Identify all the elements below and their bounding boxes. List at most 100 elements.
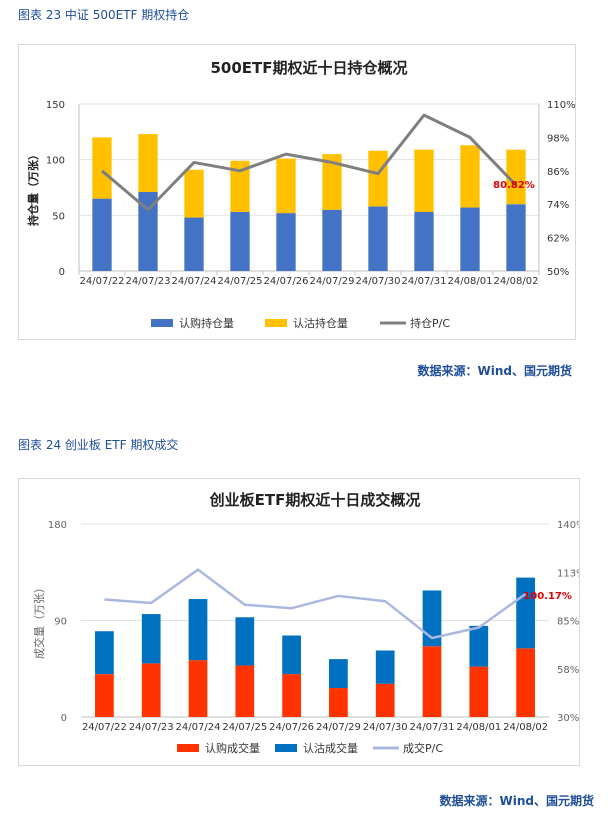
x-tick-label: 24/07/26 [264,276,309,287]
put-bar [230,160,250,212]
y2-tick-label: 74% [547,200,569,211]
x-tick-label: 24/07/24 [172,276,217,287]
call-bar [469,666,489,717]
call-bar [184,217,204,271]
y2-tick-label: 86% [547,167,569,178]
x-tick-label: 24/08/01 [448,276,493,287]
x-tick-label: 24/07/22 [80,276,125,287]
y2-tick-label: 62% [547,234,569,245]
x-tick-label: 24/07/26 [269,722,314,733]
y-tick-label: 90 [54,617,67,628]
call-bar [282,674,301,717]
legend-label: 认购成交量 [205,741,260,755]
x-tick-label: 24/07/30 [356,276,401,287]
volume-chart: 创业板ETF期权近十日成交概况 0 90 180 30% 58% 85% 113% 140% 成交… [32,491,586,755]
y2-tick-label: 140% [557,520,579,531]
source-note-1: 数据来源：Wind、国元期货 [417,364,572,378]
y-tick-label: 150 [46,100,65,111]
y-tick-label: 180 [48,520,67,531]
put-bar [460,145,480,208]
x-tick-label: 24/07/23 [126,276,171,287]
call-bar [230,211,250,271]
legend-swatch [265,319,287,327]
legend-label: 成交P/C [403,741,443,755]
y-tick-label: 50 [52,211,65,222]
holdings-chart: 500ETF期权近十日持仓概况 0 50 100 150 50% 62% 74% 86% 98% 1… [26,59,576,330]
call-bar [141,663,161,717]
y2-tick-label: 98% [547,133,569,144]
call-bar [322,209,342,271]
x-tick-label: 24/07/25 [218,276,263,287]
pc-value-label: 80.82% [493,180,535,191]
x-tick-label: 24/07/25 [222,722,267,733]
put-bar [506,149,526,205]
y2-tick-label: 110% [547,100,575,111]
y-tick-label: 100 [46,156,65,167]
chart-title: 500ETF期权近十日持仓概况 [210,59,407,77]
put-bar [422,590,442,647]
call-bar [92,198,112,271]
call-bar [138,191,158,271]
x-tick-label: 24/07/24 [176,722,221,733]
legend-swatch [177,744,199,752]
call-bar [95,674,114,717]
call-bar [414,211,434,271]
figure-24-caption: 图表 24 创业板 ETF 期权成交 [18,438,179,452]
legend-label: 认购持仓量 [179,316,234,330]
call-bar [460,207,480,271]
pc-ratio-line [104,568,527,640]
put-bar [375,650,395,684]
call-bar [368,206,388,271]
put-bar [516,577,535,649]
legend-label: 认沽持仓量 [293,316,348,330]
y2-tick-label: 85% [557,617,579,628]
call-bar [188,660,208,717]
call-bar [375,683,395,717]
y-tick-label: 0 [61,713,67,724]
put-bar [329,659,348,689]
legend-swatch [151,319,173,327]
put-bar [141,614,161,664]
x-tick-label: 24/07/22 [82,722,127,733]
call-bar [329,688,348,717]
figure-23-caption: 图表 23 中证 500ETF 期权持仓 [18,8,190,22]
put-bar [322,154,342,210]
call-bar [276,213,296,271]
chart-frame-2: 创业板ETF期权近十日成交概况 0 90 180 30% 58% 85% 113% 140% 成交… [18,478,586,766]
chart-title: 创业板ETF期权近十日成交概况 [209,491,421,509]
y-tick-label: 0 [59,267,65,278]
pc-value-label: 100.17% [523,591,572,602]
x-tick-label: 24/08/01 [456,722,501,733]
legend-label: 持仓P/C [410,316,450,330]
pc-ratio-line [101,113,518,212]
x-tick-label: 24/07/31 [410,722,455,733]
y2-tick-label: 58% [557,665,579,676]
put-bar [138,134,158,192]
y2-tick-label: 30% [557,713,579,724]
legend-label: 认沽成交量 [303,741,358,755]
call-bar [235,665,255,717]
put-bar [92,137,112,199]
y-axis-label: 成交量（万张） [32,582,46,659]
source-note-2: 数据来源：Wind、国元期货 [439,794,594,808]
x-tick-label: 24/08/02 [503,722,548,733]
x-tick-label: 24/08/02 [494,276,539,287]
x-tick-label: 24/07/31 [402,276,447,287]
put-bar [184,169,204,218]
put-bar [414,149,434,212]
y-axis-label: 持仓量（万张） [26,149,40,226]
x-tick-label: 24/07/30 [363,722,408,733]
put-bar [469,625,489,667]
put-bar [276,158,296,214]
call-bar [506,204,526,271]
put-bar [368,150,388,207]
put-bar [95,631,114,675]
call-bar [422,646,442,717]
chart-frame-1: 500ETF期权近十日持仓概况 0 50 100 150 50% 62% 74% 86% 98% 1… [18,44,576,340]
call-bar [516,648,535,717]
put-bar [235,617,255,666]
y2-tick-label: 113% [557,568,579,579]
x-tick-label: 24/07/23 [129,722,174,733]
x-tick-label: 24/07/29 [316,722,361,733]
x-tick-label: 24/07/29 [310,276,355,287]
